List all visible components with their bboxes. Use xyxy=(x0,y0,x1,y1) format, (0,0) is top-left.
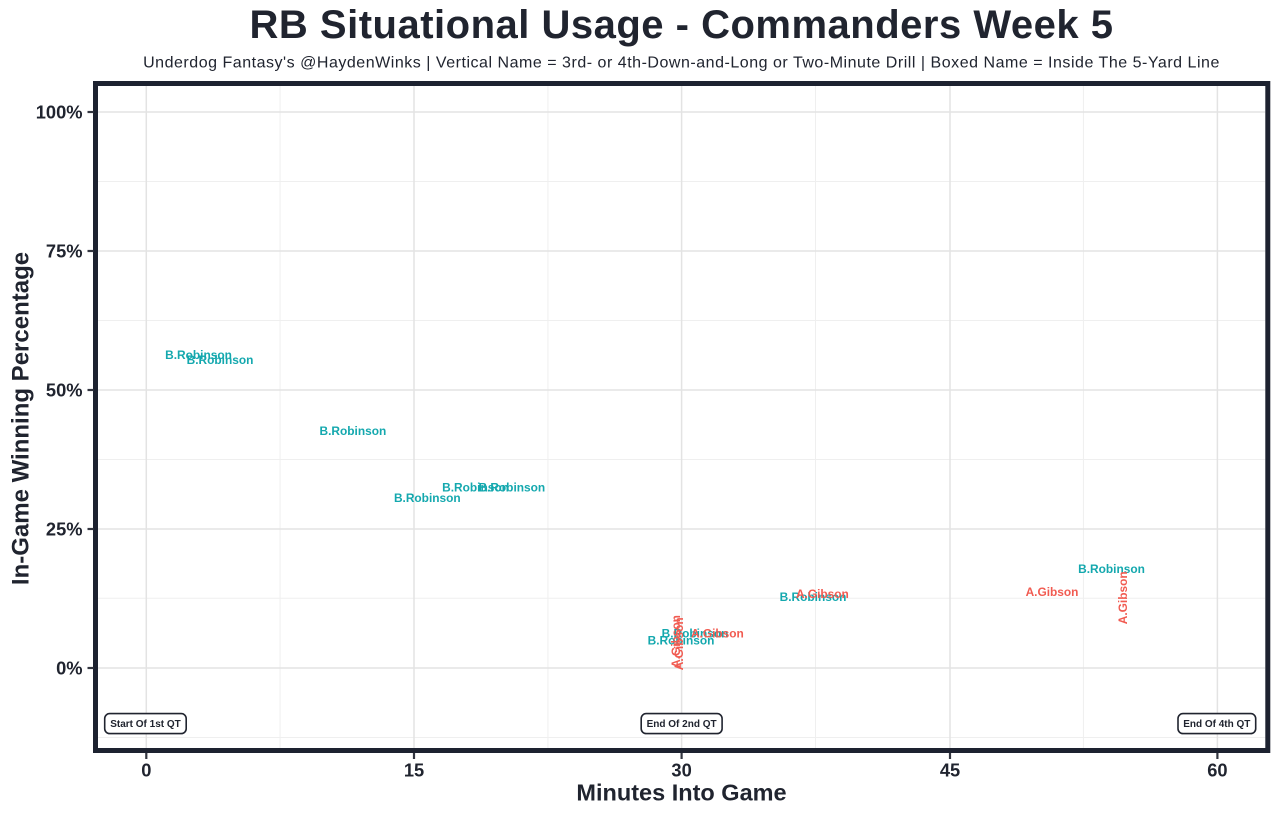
svg-text:End Of 4th QT: End Of 4th QT xyxy=(1183,719,1250,730)
svg-text:B.Robinson: B.Robinson xyxy=(780,590,847,604)
svg-text:In-Game Winning Percentage: In-Game Winning Percentage xyxy=(8,252,35,585)
svg-text:60: 60 xyxy=(1207,759,1227,780)
svg-text:A.Gibson: A.Gibson xyxy=(1026,585,1079,599)
svg-text:B.Robinson: B.Robinson xyxy=(394,491,461,505)
svg-text:End Of 2nd QT: End Of 2nd QT xyxy=(647,719,717,730)
svg-text:0: 0 xyxy=(141,759,151,780)
svg-text:B.Robinson: B.Robinson xyxy=(648,634,715,648)
svg-text:A.Gibson: A.Gibson xyxy=(691,626,744,640)
svg-text:25%: 25% xyxy=(46,519,83,540)
svg-text:A.Gibson: A.Gibson xyxy=(796,587,849,601)
svg-text:30: 30 xyxy=(671,759,691,780)
svg-text:B.Robinson: B.Robinson xyxy=(320,424,387,438)
svg-text:75%: 75% xyxy=(46,241,83,262)
svg-text:0%: 0% xyxy=(56,658,82,679)
svg-text:RB Situational Usage - Command: RB Situational Usage - Commanders Week 5 xyxy=(250,3,1114,47)
svg-text:B.Robinson: B.Robinson xyxy=(478,481,545,495)
svg-text:100%: 100% xyxy=(36,102,83,123)
svg-text:A.Gibson: A.Gibson xyxy=(669,615,683,668)
svg-text:50%: 50% xyxy=(46,380,83,401)
svg-text:B.Robinson: B.Robinson xyxy=(442,481,509,495)
svg-text:A.Gibson: A.Gibson xyxy=(672,617,686,670)
svg-text:B.Robinson: B.Robinson xyxy=(662,626,729,640)
svg-text:45: 45 xyxy=(940,759,960,780)
svg-text:Start Of 1st QT: Start Of 1st QT xyxy=(110,719,181,730)
svg-text:A.Gibson: A.Gibson xyxy=(1116,571,1130,624)
svg-text:15: 15 xyxy=(404,759,424,780)
svg-text:Underdog Fantasy's @HaydenWink: Underdog Fantasy's @HaydenWinks | Vertic… xyxy=(143,54,1220,71)
svg-text:B.Robinson: B.Robinson xyxy=(1078,562,1145,576)
svg-text:B.Robinson: B.Robinson xyxy=(187,353,254,367)
svg-text:Minutes Into Game: Minutes Into Game xyxy=(576,780,786,806)
svg-text:B.Robinson: B.Robinson xyxy=(165,348,232,362)
